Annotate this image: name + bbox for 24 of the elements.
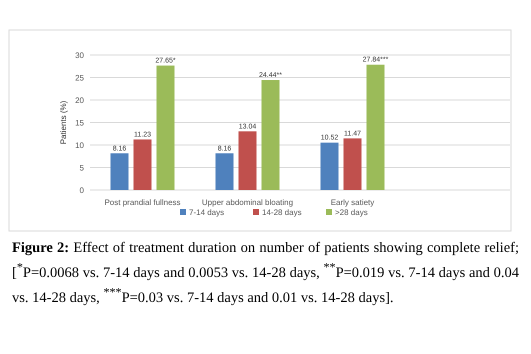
bar <box>238 131 256 190</box>
legend-label: 14-28 days <box>262 208 302 217</box>
legend-label: >28 days <box>335 208 368 217</box>
y-tick-label: 15 <box>75 118 85 128</box>
y-tick-label: 25 <box>75 74 85 82</box>
y-tick-label: 20 <box>75 96 85 105</box>
bar <box>366 64 384 190</box>
x-tick-label: Upper abdominal bloating <box>202 198 294 207</box>
bar <box>156 66 174 190</box>
x-tick-label: Early satiety <box>330 198 374 207</box>
y-tick-label: 0 <box>80 186 85 195</box>
bar <box>134 139 152 190</box>
y-tick-label: 30 <box>75 51 85 60</box>
bar <box>262 80 280 190</box>
y-tick-label: 10 <box>75 141 85 150</box>
y-axis-title: Patients (%) <box>59 100 68 144</box>
x-tick-label: Post prandial fullness <box>104 198 181 207</box>
bar <box>344 138 362 190</box>
bar <box>320 142 338 190</box>
bar <box>216 153 234 190</box>
y-tick-label: 5 <box>80 164 85 172</box>
text: Figure 2: Effect of treatment duration on number of patients showing complete relief; [$^{*}$P=0.0068 vs. 7-14 days and 0.0053 vs. 14-28 days, $^{**}$P=0.019 vs. 7-14 days and 0.04 vs. 14-28 days, $^{***}$P=0.03 vs. 7-14 days and 0.01 vs. 14-28 days]. <box>12 240 519 306</box>
bar <box>110 153 128 190</box>
legend-label: 7-14 days <box>189 208 224 217</box>
